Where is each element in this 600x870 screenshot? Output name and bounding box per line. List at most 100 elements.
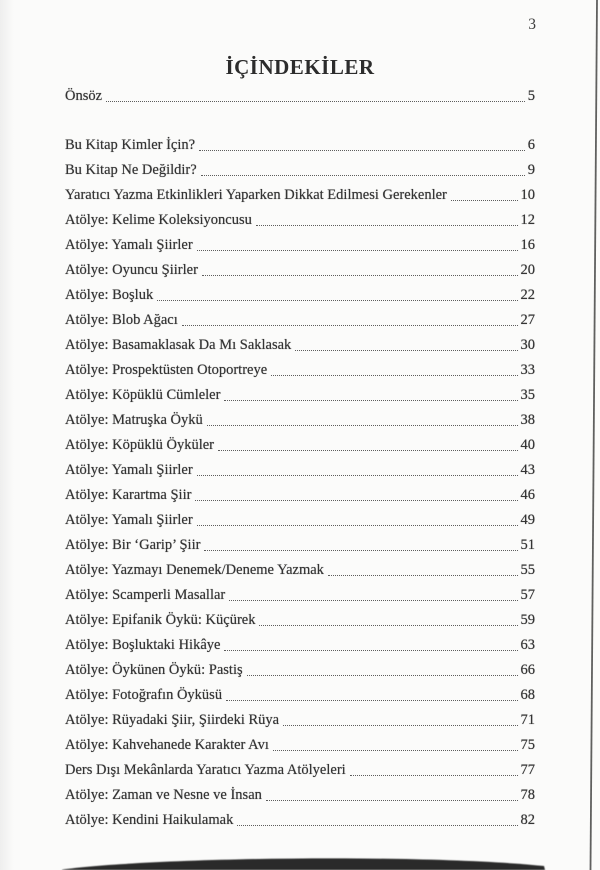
toc-entry-label: Atölye: Kelime Koleksiyoncusu (65, 212, 252, 228)
toc-entry-label: Ders Dışı Mekânlarda Yaratıcı Yazma Atöl… (65, 762, 346, 778)
toc-entry-label: Atölye: Prospektüsten Otoportreye (65, 362, 268, 378)
toc-entry: Atölye: Matruşka Öykü 38 (65, 408, 535, 433)
toc-dot-leader (195, 500, 518, 501)
toc-entry: Atölye: Blob Ağacı 27 (65, 308, 535, 333)
toc-dot-leader (271, 375, 518, 376)
toc-entry-label: Atölye: Yamalı Şiirler (65, 237, 193, 253)
toc-entry-page: 71 (520, 712, 536, 728)
toc-entry: Atölye: Boşluktaki Hikâye 63 (65, 633, 535, 658)
toc-entry-page: 10 (520, 187, 536, 203)
toc-dot-leader (265, 800, 518, 801)
toc-dot-leader (199, 150, 525, 151)
toc-entry-page: 38 (520, 412, 536, 428)
toc-entry-page: 55 (520, 562, 536, 578)
toc-dot-leader (204, 550, 518, 551)
toc-dot-leader (259, 625, 518, 626)
toc-entry-label: Atölye: Karartma Şiir (65, 487, 192, 503)
toc-entry: Atölye: Karartma Şiir 46 (65, 483, 535, 508)
toc-dot-leader (295, 350, 518, 351)
toc-dot-leader (181, 325, 518, 326)
toc-entry: Atölye: Boşluk 22 (65, 283, 535, 308)
toc-entry-page: 78 (520, 787, 536, 803)
toc-entry-page: 59 (520, 612, 536, 628)
toc-entry-page: 82 (520, 812, 536, 828)
toc-entry-page: 43 (520, 462, 536, 478)
toc-entry: Atölye: Scamperli Masallar 57 (65, 583, 535, 608)
toc-entry-page: 57 (520, 587, 536, 603)
toc-entry: Atölye: Kelime Koleksiyoncusu 12 (65, 208, 535, 233)
toc-entry-label: Atölye: Bir ‘Garip’ Şiir (65, 537, 201, 553)
toc-dot-leader (226, 700, 518, 701)
toc-dot-leader (157, 300, 518, 301)
toc-entry-label: Atölye: Yamalı Şiirler (65, 512, 193, 528)
toc-entry: Atölye: Bir ‘Garip’ Şiir 51 (65, 533, 535, 558)
toc-dot-leader (283, 725, 518, 726)
toc-dot-leader (229, 600, 518, 601)
toc-entry-label: Atölye: Epifanik Öykü: Küçürek (65, 612, 256, 628)
toc-entry: Bu Kitap Kimler İçin? 6 (65, 133, 535, 158)
toc-entry-page: 77 (520, 762, 536, 778)
toc-entry: Atölye: Yazmayı Denemek/Deneme Yazmak 55 (65, 558, 535, 583)
toc-entry-label: Atölye: Basamaklasak Da Mı Saklasak (65, 337, 292, 353)
toc-entry-page: 75 (520, 737, 536, 753)
toc-entry: Atölye: Prospektüsten Otoportreye 33 (65, 358, 535, 383)
toc-entry-page: 40 (520, 437, 536, 453)
toc-dot-leader (196, 250, 518, 251)
toc-entry: Atölye: Kahvehanede Karakter Avı 75 (65, 733, 535, 758)
toc-entry-label: Yaratıcı Yazma Etkinlikleri Yaparken Dik… (65, 187, 447, 203)
toc-entry-page: 51 (520, 537, 536, 553)
toc-entry: Atölye: Yamalı Şiirler 43 (65, 458, 535, 483)
toc-entry-page: 30 (520, 337, 536, 353)
toc-entry-page: 46 (520, 487, 536, 503)
toc-entry: Ders Dışı Mekânlarda Yaratıcı Yazma Atöl… (65, 758, 535, 783)
toc-entry-label: Atölye: Yazmayı Denemek/Deneme Yazmak (65, 562, 324, 578)
toc-entry-label: Atölye: Scamperli Masallar (65, 587, 226, 603)
toc-entry-label: Atölye: Oyuncu Şiirler (65, 262, 198, 278)
toc-entry: Önsöz 5 (65, 84, 535, 109)
toc-dot-leader (224, 400, 518, 401)
toc-entry-label: Atölye: Rüyadaki Şiir, Şiirdeki Rüya (65, 712, 280, 728)
toc-entry-label: Atölye: Kendini Haikulamak (65, 812, 234, 828)
toc-entry-label: Atölye: Yamalı Şiirler (65, 462, 193, 478)
toc-entry-page: 5 (527, 88, 535, 104)
toc-entry: Atölye: Yamalı Şiirler 16 (65, 233, 535, 258)
toc-entry-page: 20 (520, 262, 536, 278)
toc-entry: Atölye: Oyuncu Şiirler 20 (65, 258, 535, 283)
toc-entry-page: 68 (520, 687, 536, 703)
toc-entry-page: 22 (520, 287, 536, 303)
toc-entry-label: Bu Kitap Kimler İçin? (65, 137, 196, 153)
toc-dot-leader (218, 450, 518, 451)
toc-entry: Atölye: Yamalı Şiirler 49 (65, 508, 535, 533)
page-bottom-shadow (62, 858, 545, 870)
toc-dot-leader (237, 825, 518, 826)
toc-dot-leader (327, 575, 518, 576)
toc-entry-page: 12 (520, 212, 536, 228)
toc-entry-page: 9 (527, 162, 535, 178)
toc-entry: Atölye: Köpüklü Cümleler 35 (65, 383, 535, 408)
toc-entry-page: 63 (520, 637, 536, 653)
toc-entry-label: Atölye: Öykünen Öykü: Pastiş (65, 662, 243, 678)
toc-entry: Atölye: Kendini Haikulamak 82 (65, 808, 535, 833)
toc-dot-leader (246, 675, 518, 676)
toc-entry: Atölye: Basamaklasak Da Mı Saklasak 30 (65, 333, 535, 358)
toc-entry-label: Atölye: Kahvehanede Karakter Avı (65, 737, 269, 753)
toc-entry: Yaratıcı Yazma Etkinlikleri Yaparken Dik… (65, 183, 535, 208)
toc-dot-leader (272, 750, 518, 751)
toc-dot-leader (255, 225, 518, 226)
toc-entry: Atölye: Köpüklü Öyküler 40 (65, 433, 535, 458)
toc-list: Önsöz 5 Bu Kitap Kimler İçin? 6 Bu Kitap Ne … (65, 84, 535, 833)
toc-entry: Atölye: Zaman ve Nesne ve İnsan 78 (65, 783, 535, 808)
toc-entry: Atölye: Rüyadaki Şiir, Şiirdeki Rüya 71 (65, 708, 535, 733)
page-edge-line (589, 0, 598, 870)
toc-entry-page: 33 (520, 362, 536, 378)
toc-entry-label: Önsöz (65, 88, 103, 104)
toc-entry-label: Atölye: Matruşka Öykü (65, 412, 203, 428)
toc-entry-label: Atölye: Zaman ve Nesne ve İnsan (65, 787, 262, 803)
toc-entry-label: Atölye: Blob Ağacı (65, 312, 178, 328)
toc-entry: Atölye: Epifanik Öykü: Küçürek 59 (65, 608, 535, 633)
toc-entry-label: Bu Kitap Ne Değildir? (65, 162, 197, 178)
toc-entry-label: Atölye: Köpüklü Öyküler (65, 437, 215, 453)
toc-dot-leader (201, 275, 518, 276)
toc-entry-page: 66 (520, 662, 536, 678)
